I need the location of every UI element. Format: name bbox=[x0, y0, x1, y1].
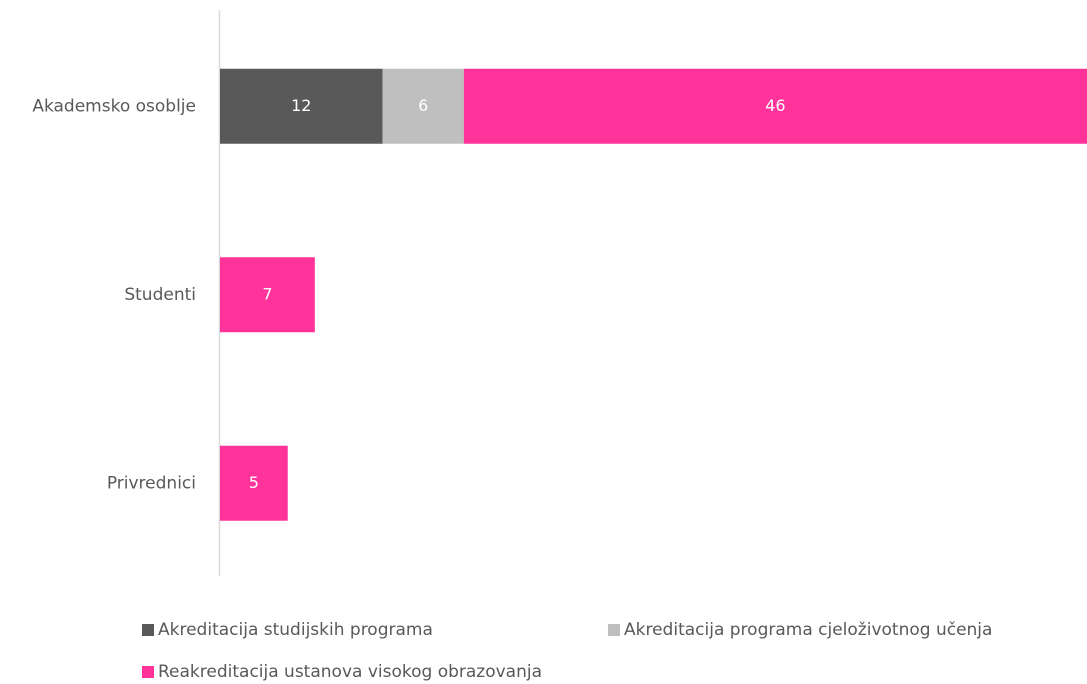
data-label: 5 bbox=[249, 473, 259, 492]
legend-label: Akreditacija programa cjeloživotnog učen… bbox=[624, 620, 992, 640]
legend-swatch bbox=[142, 666, 154, 678]
legend-swatch bbox=[142, 624, 154, 636]
legend-swatch bbox=[608, 624, 620, 636]
data-label: 46 bbox=[765, 96, 785, 115]
category-label: Akademsko osoblje bbox=[32, 96, 196, 116]
bar-segment bbox=[220, 445, 288, 521]
category-label: Studenti bbox=[124, 285, 196, 305]
bar-segment bbox=[220, 68, 383, 144]
data-label: 7 bbox=[262, 284, 272, 303]
data-label: 6 bbox=[418, 96, 428, 115]
legend-label: Akreditacija studijskih programa bbox=[158, 620, 433, 640]
bar-segment bbox=[463, 68, 1087, 144]
legend-label: Reakreditacija ustanova visokog obrazova… bbox=[158, 662, 542, 682]
bar-segment bbox=[382, 68, 464, 144]
data-label: 12 bbox=[291, 96, 311, 115]
bar-segment bbox=[220, 257, 315, 333]
category-label: Privrednici bbox=[107, 473, 196, 493]
